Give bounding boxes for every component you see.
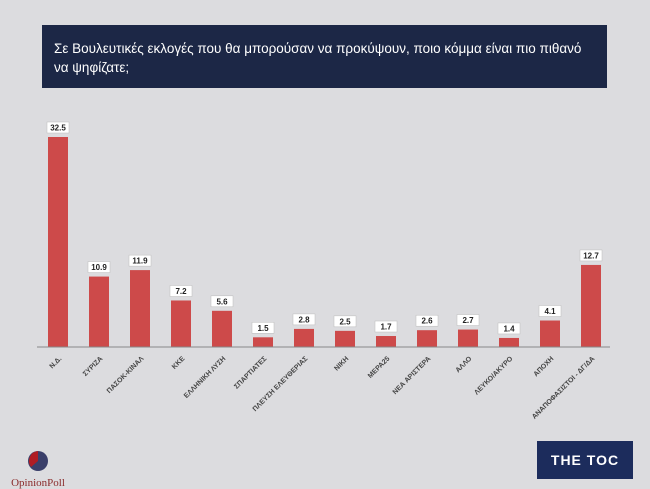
data-label: 10.9 <box>91 263 107 272</box>
data-label: 2.7 <box>462 316 474 325</box>
data-label-box <box>579 249 603 262</box>
bar <box>335 330 355 347</box>
bar <box>581 264 601 347</box>
data-label-box <box>374 320 398 333</box>
category-label: ΝΕΑ ΑΡΙΣΤΕΡΑ <box>392 355 433 396</box>
data-label-box <box>456 314 480 326</box>
bar <box>540 320 560 347</box>
data-label-box <box>169 285 193 297</box>
data-label: 5.6 <box>216 297 228 306</box>
bar <box>48 137 68 347</box>
bar <box>253 337 273 347</box>
data-label-box <box>128 254 152 267</box>
data-label: 2.8 <box>298 315 310 324</box>
bar <box>89 276 109 347</box>
bar <box>130 270 150 347</box>
bar <box>212 310 232 347</box>
opinionpoll-logo: OpinionPoll <box>8 450 68 489</box>
opinionpoll-logo-icon <box>28 451 48 471</box>
data-label-box <box>87 261 111 273</box>
category-label: ΠΑΣΟΚ-ΚΙΝΑΛ <box>106 355 146 395</box>
data-label: 1.4 <box>503 324 515 333</box>
data-label: 2.6 <box>421 317 433 326</box>
category-label: ΑΛΛΟ <box>455 355 474 374</box>
data-label: 2.5 <box>339 317 351 326</box>
bar <box>458 329 478 347</box>
data-label: 1.5 <box>257 324 269 333</box>
category-label: ΕΛΛΗΝΙΚΗ ΛΥΣΗ <box>183 355 227 399</box>
bar <box>294 328 314 347</box>
category-label: ΚΚΕ <box>171 355 187 371</box>
data-label-box <box>497 322 521 335</box>
category-label: ΝΙΚΗ <box>333 355 350 372</box>
data-label: 4.1 <box>544 307 556 316</box>
bar <box>376 336 396 347</box>
bar <box>417 330 437 347</box>
category-label: ΛΕΥΚΟ/ΑΚΥΡΟ <box>473 355 514 396</box>
category-label: ΑΠΟΧΗ <box>533 355 556 378</box>
bar <box>499 337 519 347</box>
data-label: 32.5 <box>50 124 66 133</box>
bar <box>171 300 191 347</box>
category-label: ΜΕΡΑ25 <box>367 355 391 379</box>
the-toc-logo: THE TOC <box>537 441 633 479</box>
data-label-box <box>333 315 357 328</box>
category-label: Ν.Δ. <box>49 355 64 370</box>
data-label-box <box>46 121 70 134</box>
data-label-box <box>210 295 234 308</box>
data-label-box <box>251 322 275 334</box>
data-label-box <box>415 314 439 327</box>
category-label: ΣΠΑΡΤΙΑΤΕΣ <box>233 355 268 390</box>
category-label: ΣΥΡΙΖΑ <box>82 355 105 378</box>
data-label: 11.9 <box>132 257 148 266</box>
chart-title: Σε Βουλευτικές εκλογές που θα μπορούσαν … <box>42 25 607 88</box>
data-label: 7.2 <box>175 287 187 296</box>
data-label: 1.7 <box>380 323 392 332</box>
data-label: 12.7 <box>583 251 599 260</box>
data-label-box <box>538 305 562 317</box>
opinionpoll-logo-text: OpinionPoll <box>11 477 65 489</box>
data-label-box <box>292 313 316 326</box>
